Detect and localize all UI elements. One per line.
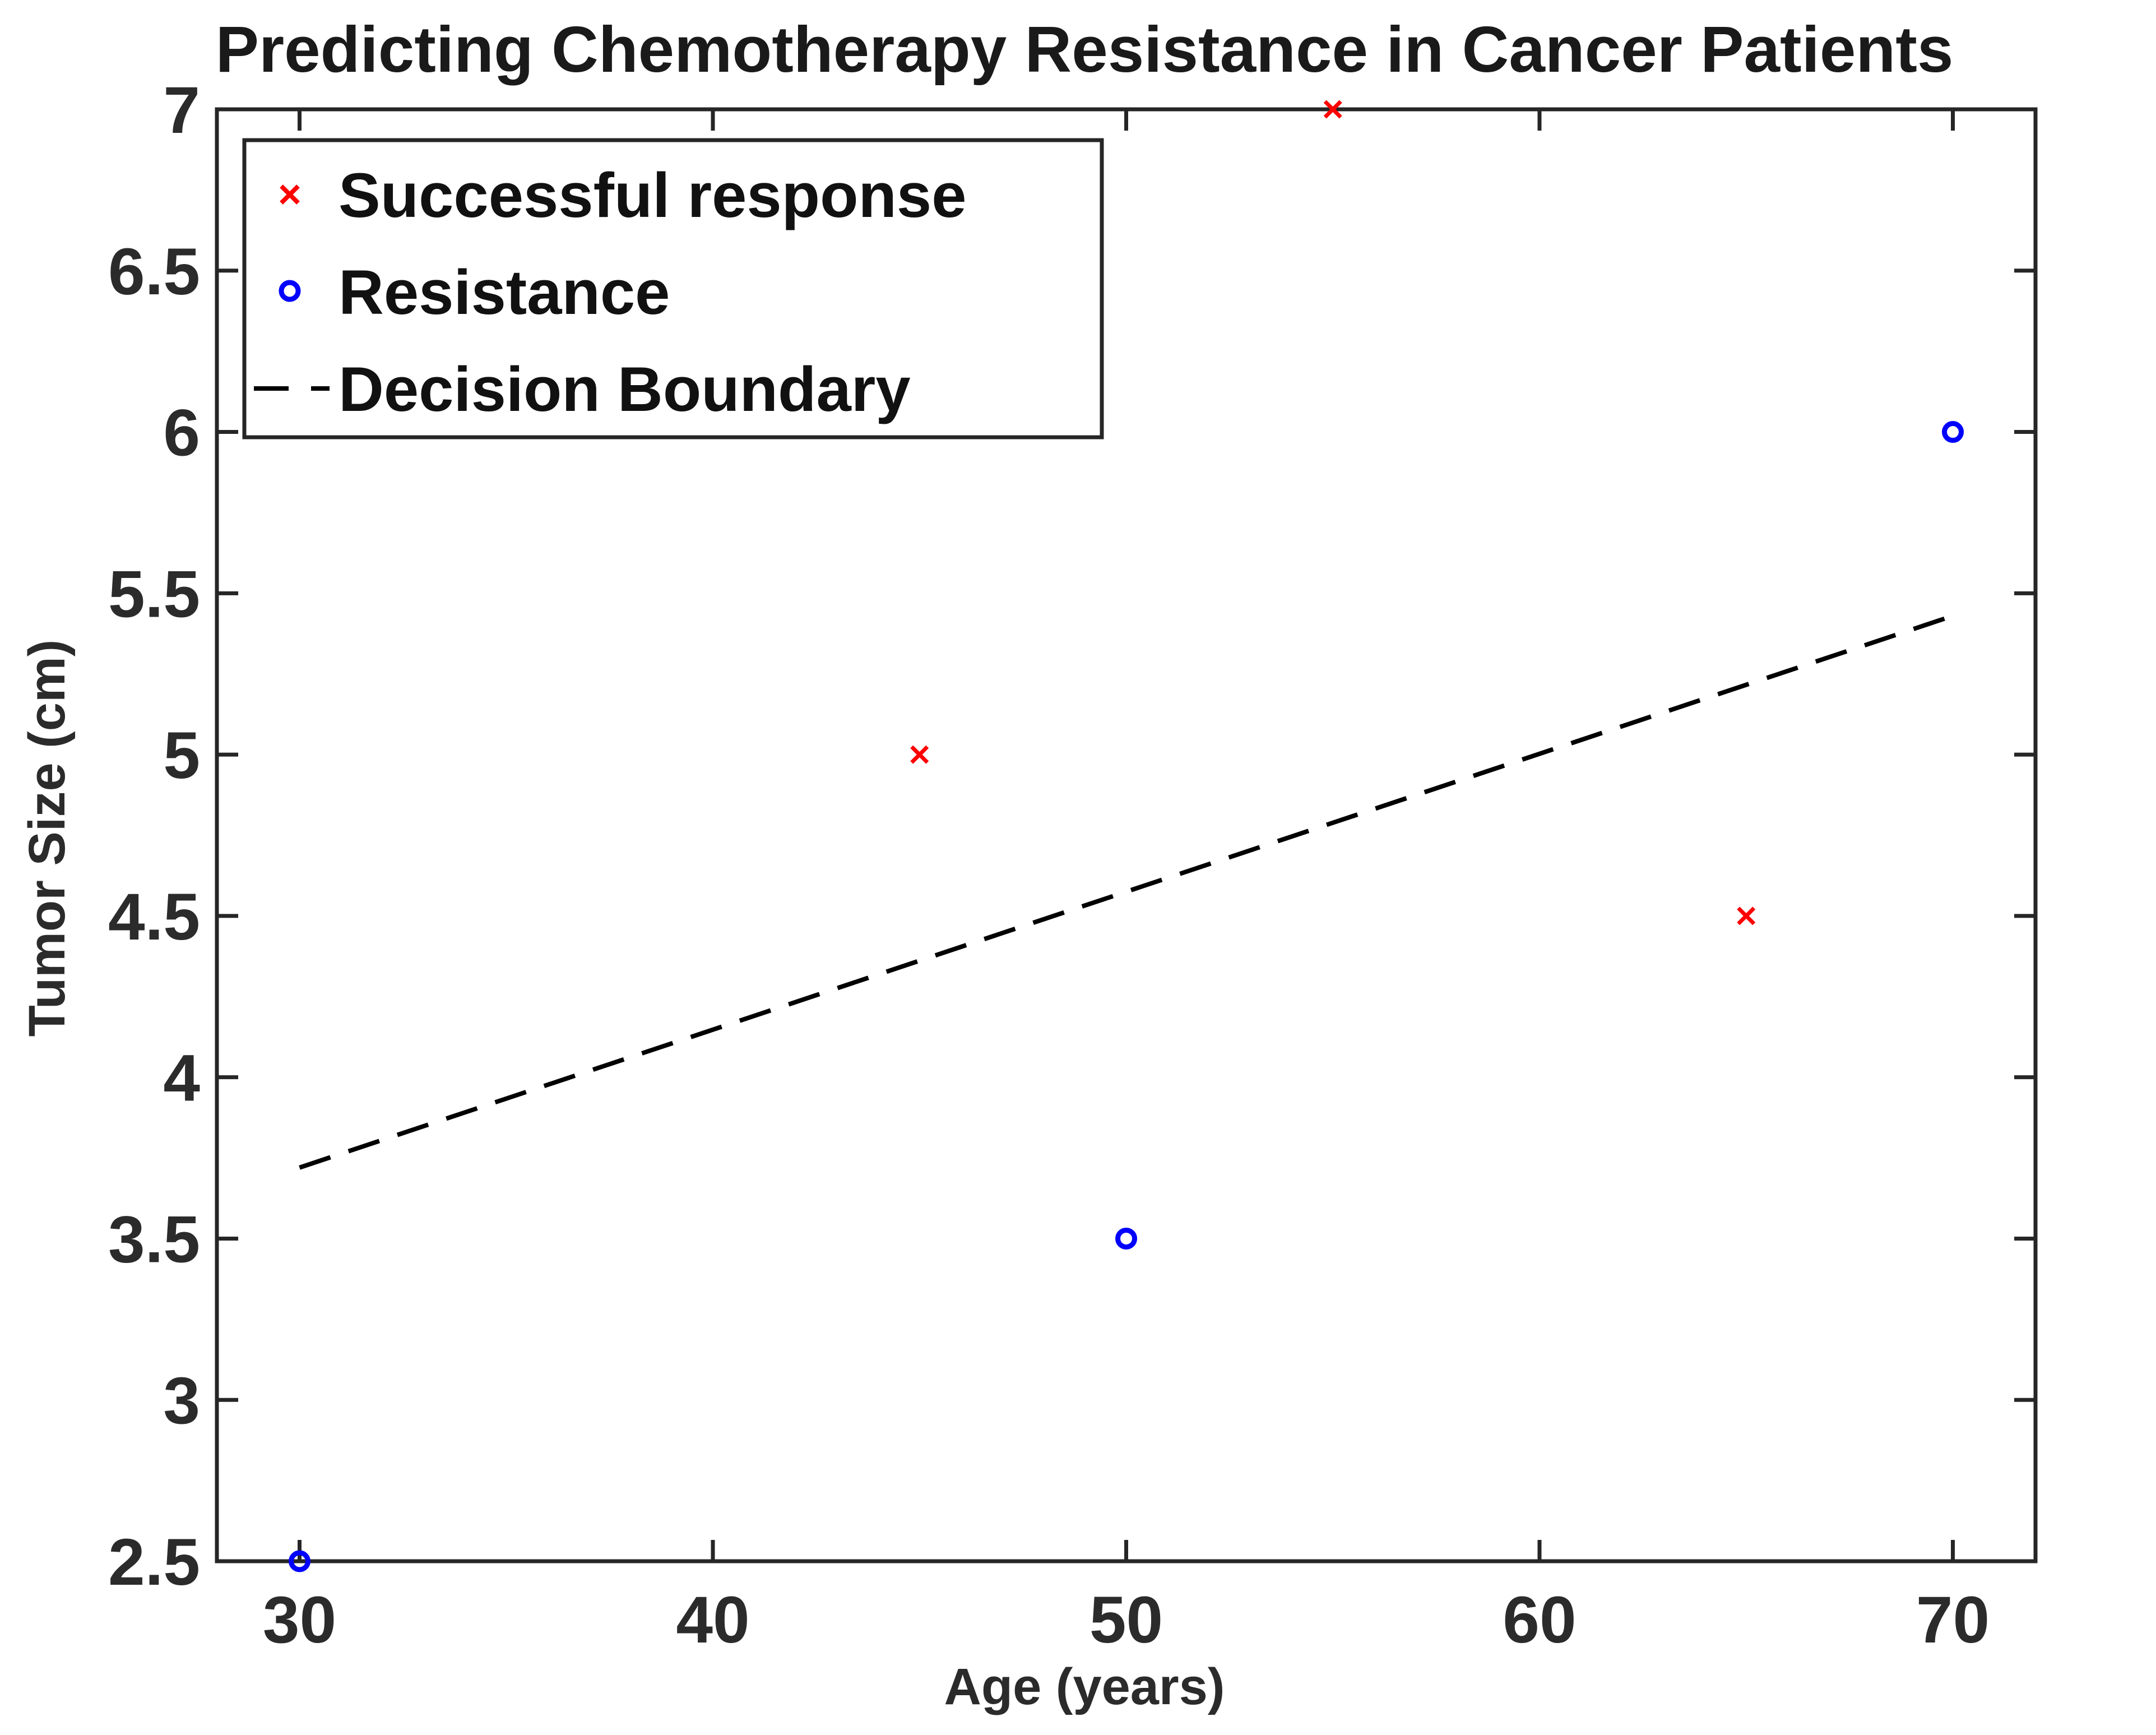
y-tick-label: 2.5 <box>108 1525 200 1599</box>
point-successful-response <box>1323 100 1342 119</box>
y-tick-label: 5.5 <box>108 557 200 631</box>
y-tick-label: 5 <box>163 719 200 793</box>
y-tick-label: 3 <box>163 1364 200 1438</box>
legend-marker-resistance <box>279 280 301 302</box>
y-tick-label: 3.5 <box>108 1202 200 1276</box>
x-tick-label: 40 <box>676 1583 749 1657</box>
y-axis-label: Tumor Size (cm) <box>18 640 76 1037</box>
x-tick-label: 70 <box>1916 1583 1990 1657</box>
axis-ticks: 30 40 50 60 70 2.5 3 3.5 4 4.5 5 5.5 6 6.5 7 <box>108 73 2036 1657</box>
x-axis-label: Age (years) <box>944 1658 1225 1715</box>
x-tick-label: 60 <box>1503 1583 1576 1657</box>
point-successful-response <box>1737 906 1756 926</box>
legend: Successful response Resistance Decision … <box>242 138 1104 439</box>
decision-boundary-line <box>299 613 1954 1170</box>
decision-boundary-layer <box>299 613 1954 1170</box>
legend-label-boundary: Decision Boundary <box>339 354 911 424</box>
y-tick-label: 4.5 <box>108 880 200 954</box>
y-tick-label: 6.5 <box>108 235 200 309</box>
point-resistance <box>1942 421 1964 443</box>
data-points <box>289 100 1964 1572</box>
x-tick-label: 30 <box>263 1583 336 1657</box>
legend-label-resistance: Resistance <box>339 257 670 327</box>
x-tick-label: 50 <box>1089 1583 1163 1657</box>
legend-label-successful: Successful response <box>339 160 967 230</box>
point-successful-response <box>910 745 929 764</box>
y-tick-label: 6 <box>163 396 200 470</box>
y-tick-label: 7 <box>163 73 200 147</box>
legend-box <box>242 138 1104 439</box>
point-resistance <box>1115 1227 1137 1250</box>
point-resistance <box>289 1550 310 1572</box>
chart-title: Predicting Chemotherapy Resistance in Ca… <box>216 13 1954 86</box>
y-tick-label: 4 <box>163 1042 200 1116</box>
legend-marker-successful <box>280 184 300 205</box>
